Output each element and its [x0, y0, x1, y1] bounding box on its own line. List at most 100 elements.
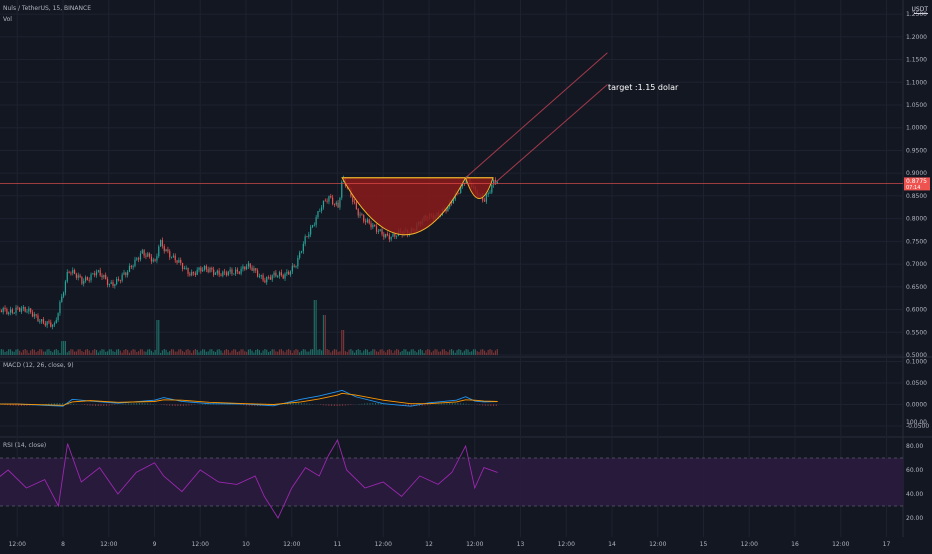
volume-bar — [184, 352, 185, 355]
target-annotation: target :1.15 dolar — [608, 83, 678, 92]
candle-body — [6, 309, 7, 314]
volume-bar — [464, 351, 465, 355]
x-tick-label: 16 — [791, 541, 799, 548]
volume-bar — [186, 350, 187, 355]
candle-body — [81, 277, 82, 284]
macd-hist-bar — [90, 405, 91, 406]
macd-hist-bar — [466, 404, 467, 405]
volume-bar — [72, 349, 73, 355]
x-tick-label: 9 — [153, 541, 157, 548]
volume-bar — [241, 349, 242, 355]
candle-body — [36, 314, 37, 315]
x-tick-label: 12:00 — [741, 541, 758, 548]
volume-bar — [101, 349, 102, 355]
candle-body — [484, 200, 485, 201]
x-tick-label: 12:00 — [375, 541, 392, 548]
volume-bar — [261, 353, 262, 355]
candle-body — [220, 275, 221, 276]
volume-bar — [418, 350, 419, 355]
volume-bar — [310, 349, 311, 355]
candle-body — [173, 256, 174, 257]
macd-hist-bar — [111, 405, 112, 406]
price-tick-label: 0.8000 — [906, 216, 927, 223]
volume-bar — [230, 353, 231, 355]
candle-body — [336, 203, 337, 205]
macd-hist-bar — [441, 404, 442, 405]
candle-body — [489, 192, 490, 193]
candle-body — [105, 275, 106, 279]
macd-hist-bar — [139, 403, 140, 404]
x-tick-label: 12:00 — [192, 541, 209, 548]
candle-body — [122, 275, 123, 281]
volume-bar — [123, 350, 124, 355]
volume-bar — [54, 350, 55, 355]
macd-hist-bar — [133, 403, 134, 404]
candle-body — [308, 234, 309, 236]
volume-bar — [489, 349, 490, 355]
volume-bar — [220, 351, 221, 355]
candle-body — [284, 274, 285, 279]
volume-bar — [413, 349, 414, 355]
macd-hist-bar — [59, 403, 60, 404]
macd-hist-bar — [408, 405, 409, 406]
candle-body — [162, 240, 163, 246]
volume-bar — [334, 349, 335, 355]
candle-body — [28, 308, 29, 311]
candle-body — [85, 277, 86, 281]
volume-bar — [23, 350, 24, 355]
volume-bar — [197, 350, 198, 355]
volume-bar — [284, 352, 285, 355]
candle-body — [67, 272, 68, 282]
volume-bar — [359, 350, 360, 355]
volume-bar — [257, 349, 258, 355]
candle-body — [68, 272, 69, 273]
volume-bar — [453, 350, 454, 355]
candle-body — [175, 256, 176, 261]
volume-bar — [189, 350, 190, 355]
candle-body — [48, 321, 49, 322]
candle-body — [374, 225, 375, 226]
candle-body — [200, 268, 201, 272]
candle-body — [299, 253, 300, 258]
volume-bar — [167, 352, 168, 355]
price-tick-label: 0.7500 — [906, 238, 927, 245]
volume-bar — [339, 351, 340, 355]
candle-body — [100, 270, 101, 275]
volume-bar — [195, 349, 196, 355]
volume-bar — [10, 349, 11, 355]
volume-bar — [151, 351, 152, 355]
x-tick-label: 11 — [334, 541, 342, 548]
candle-body — [21, 309, 22, 312]
volume-bar — [169, 351, 170, 355]
macd-hist-bar — [164, 405, 165, 406]
volume-bar — [266, 350, 267, 355]
volume-bar — [356, 350, 357, 355]
candle-body — [202, 270, 203, 272]
volume-bar — [12, 351, 13, 355]
candle-body — [25, 307, 26, 312]
macd-hist-bar — [372, 403, 373, 404]
candle-body — [458, 193, 459, 194]
candle-body — [277, 276, 278, 277]
candle-body — [359, 215, 360, 216]
candle-body — [26, 311, 27, 312]
volume-bar — [400, 352, 401, 355]
macd-hist-bar — [378, 403, 379, 404]
volume-bar — [116, 350, 117, 355]
candle-body — [306, 236, 307, 237]
volume-bar — [21, 352, 22, 355]
volume-bar — [156, 320, 157, 355]
volume-bar — [122, 353, 123, 355]
candle-body — [12, 309, 13, 313]
candle-body — [4, 308, 5, 309]
x-tick-label: 12:00 — [558, 541, 575, 548]
volume-bar — [67, 352, 68, 355]
macd-hist-bar — [144, 403, 145, 404]
candle-body — [92, 273, 93, 274]
rsi-tick-label: 80.00 — [906, 443, 923, 450]
candle-body — [310, 227, 311, 234]
macd-hist-bar — [136, 403, 137, 404]
volume-bar — [383, 351, 384, 355]
